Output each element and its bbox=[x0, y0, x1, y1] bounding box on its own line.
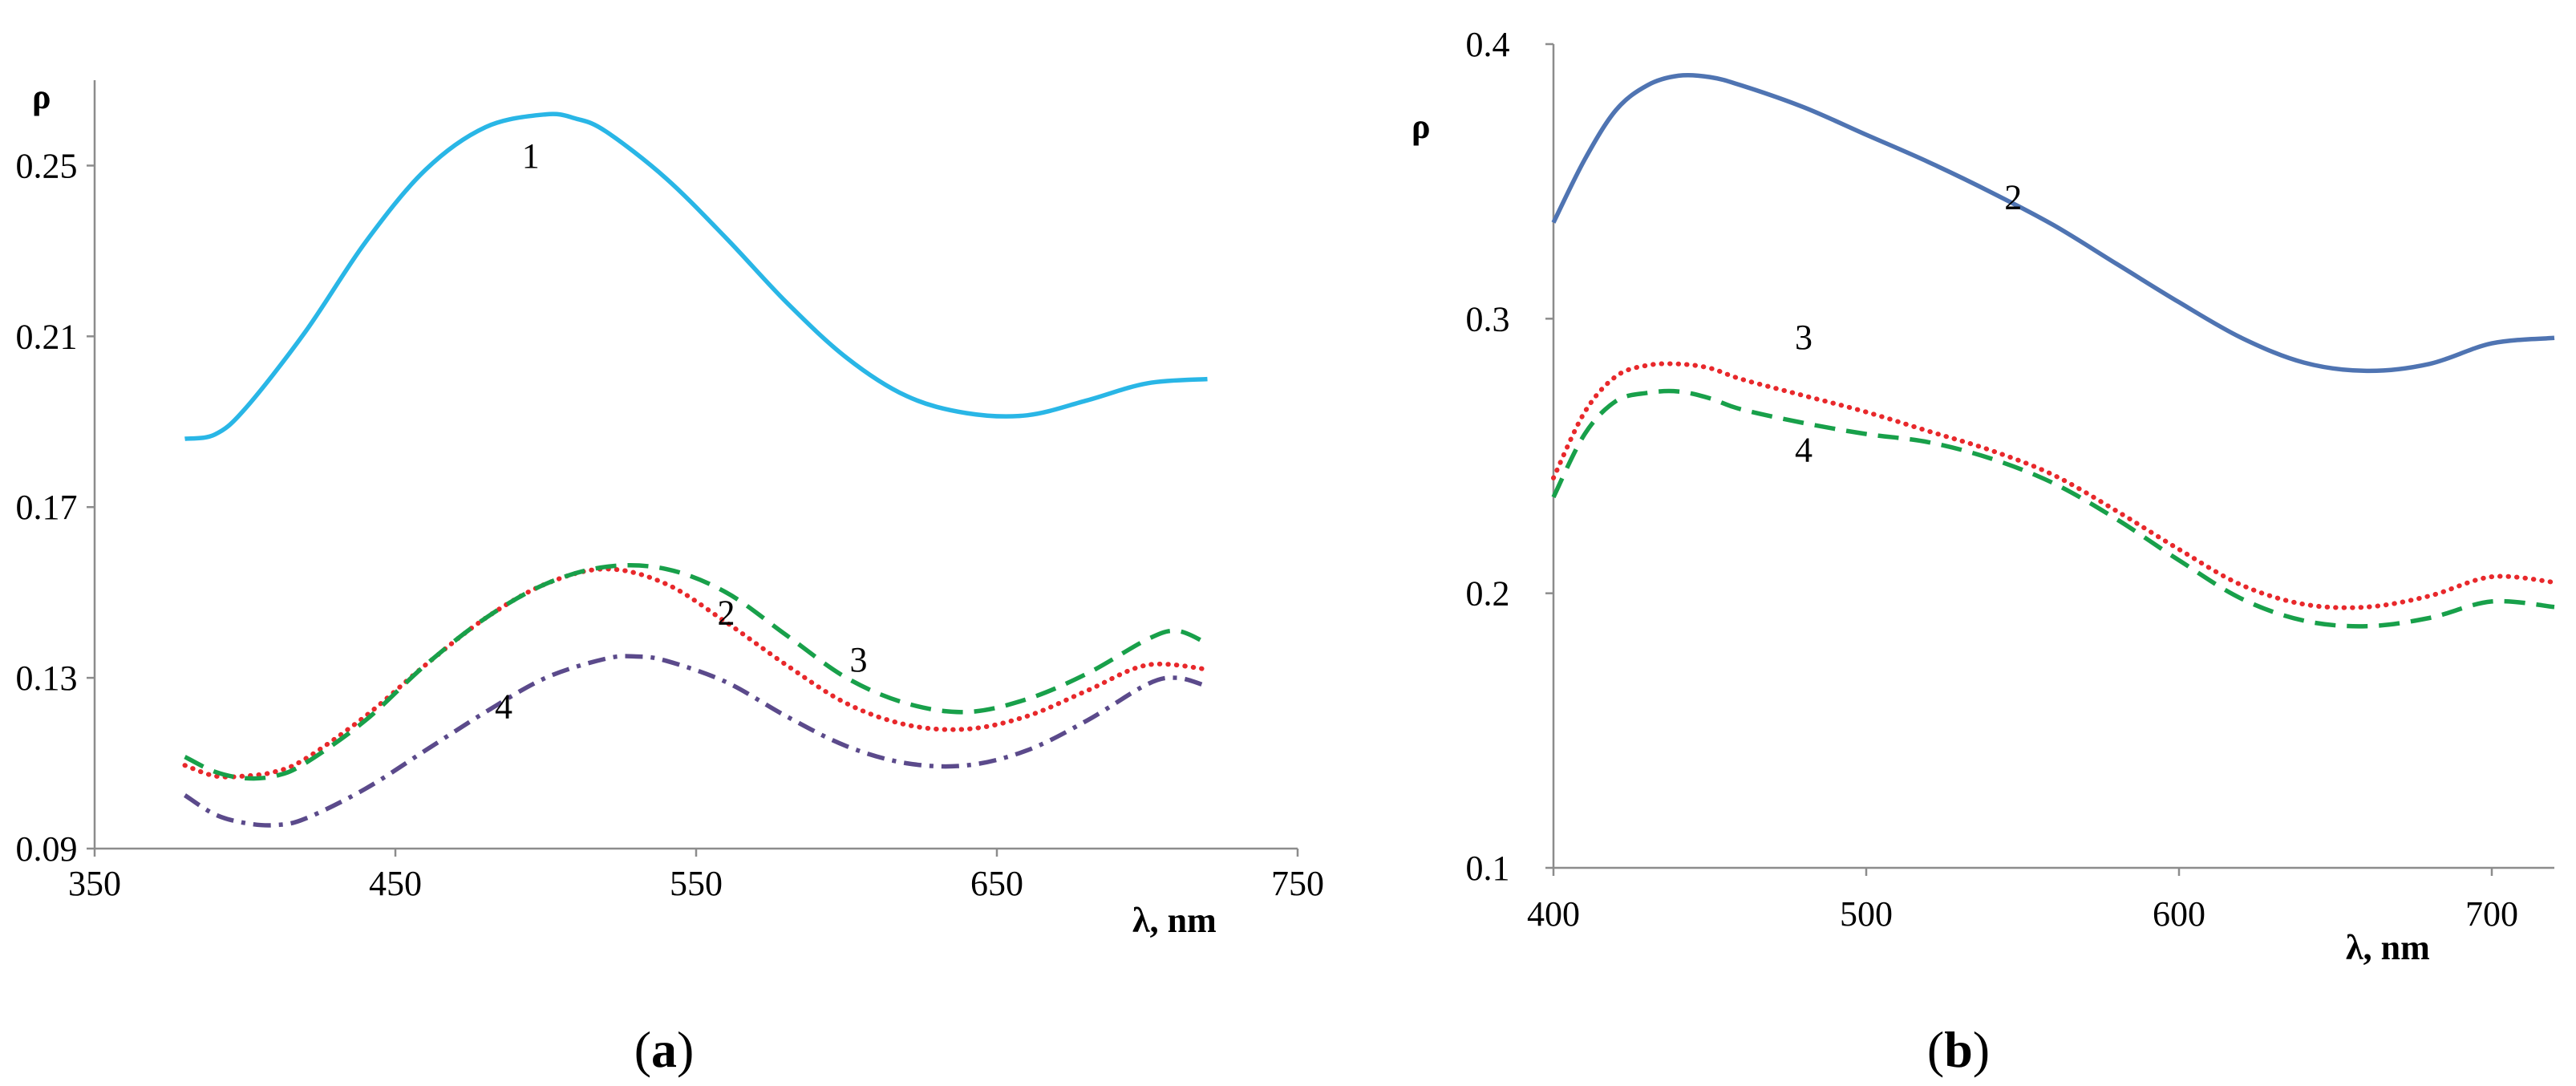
x-tick-label: 500 bbox=[1840, 894, 1893, 934]
y-tick-label: 0.13 bbox=[16, 658, 78, 698]
y-tick-label: 0.2 bbox=[1466, 574, 1510, 614]
series-line-1 bbox=[184, 111, 1208, 441]
curve-label-4: 4 bbox=[495, 687, 512, 727]
panel-b: 400 500 600 700 0.1 0.2 0.3 0.4 ρ λ, nm 2 3 4 (b) bbox=[1412, 25, 2557, 1078]
y-tick-label: 0.3 bbox=[1466, 299, 1510, 338]
x-tick-label: 400 bbox=[1527, 894, 1580, 934]
panel-label: (a) bbox=[634, 1021, 695, 1078]
series-line-2 bbox=[1551, 72, 2555, 374]
curve-label-1: 1 bbox=[522, 136, 540, 176]
y-tick-label: 0.25 bbox=[16, 146, 78, 185]
x-axis-label: λ, nm bbox=[1132, 901, 1217, 940]
y-tick-label: 0.21 bbox=[16, 317, 78, 356]
series-line-4 bbox=[1551, 388, 2555, 629]
x-tick-label: 650 bbox=[970, 864, 1023, 903]
y-tick-label: 0.17 bbox=[16, 488, 78, 527]
y-axis-label: ρ bbox=[32, 77, 51, 116]
series-line-3 bbox=[1551, 361, 2557, 610]
x-tick-label: 450 bbox=[369, 864, 422, 903]
y-tick-label: 0.4 bbox=[1466, 25, 1510, 64]
curve-label-3: 3 bbox=[1795, 318, 1813, 357]
y-axis-label: ρ bbox=[1412, 107, 1431, 146]
series-line-2 bbox=[182, 566, 1210, 780]
x-tick-label: 350 bbox=[68, 864, 121, 903]
panel-label: (b) bbox=[1927, 1021, 1990, 1078]
curve-label-4: 4 bbox=[1795, 430, 1813, 469]
series-line-3 bbox=[184, 563, 1209, 781]
x-tick-label: 550 bbox=[670, 864, 723, 903]
panel-a: 350 450 550 650 750 0.09 0.13 0.17 0.21 0.25 ρ λ, n… bbox=[16, 77, 1325, 1078]
x-tick-label: 750 bbox=[1271, 864, 1324, 903]
y-tick-label: 0.1 bbox=[1466, 849, 1510, 888]
curve-label-3: 3 bbox=[850, 640, 868, 679]
curve-label-2: 2 bbox=[718, 594, 735, 633]
curve-label-2: 2 bbox=[2004, 177, 2022, 217]
x-tick-label: 700 bbox=[2465, 894, 2518, 934]
y-tick-label: 0.09 bbox=[16, 829, 78, 869]
series-line-4 bbox=[183, 654, 1209, 828]
x-axis-label: λ, nm bbox=[2346, 928, 2430, 967]
x-tick-label: 600 bbox=[2153, 894, 2205, 934]
